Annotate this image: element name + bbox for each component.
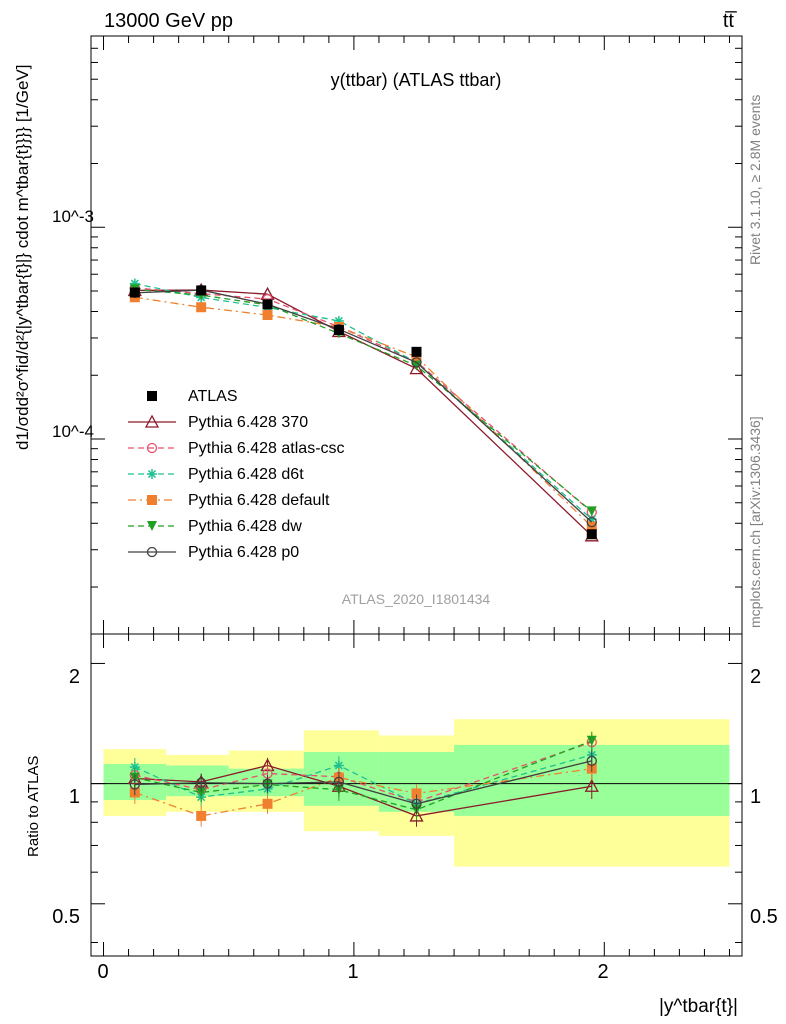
legend-symbol-0 <box>147 391 157 401</box>
rivet-label: Rivet 3.1.10, ≥ 2.8M events <box>747 95 763 265</box>
ratio-point-3 <box>196 810 207 821</box>
series-point-3 <box>262 310 273 321</box>
ratio-point-0 <box>409 808 424 822</box>
atlas-data-point <box>196 285 207 296</box>
ratio-point-5 <box>262 778 273 789</box>
series-point-4 <box>411 360 422 371</box>
series-point-0 <box>409 361 424 375</box>
legend-label-atlas-csc: Pythia 6.428 atlas-csc <box>188 440 345 457</box>
ratio-point-4 <box>586 735 597 746</box>
ratio-point-0 <box>584 778 599 792</box>
ratio-plot-frame <box>90 633 743 957</box>
legend-label-default: Pythia 6.428 default <box>188 492 330 509</box>
ratio-axes <box>91 634 742 956</box>
legend: ATLAS Pythia 6.428 370 Pythia 6.428 atla… <box>128 388 345 561</box>
legend-symbol-3-stroke <box>147 469 157 479</box>
legend-label-p0: Pythia 6.428 p0 <box>188 544 299 561</box>
legend-marker-p0 <box>128 546 176 558</box>
ratio-line-2 <box>134 754 592 805</box>
y-axis-label: d1/σdd²σ^fid/d²{|y^tbar{t}|} cdot m^tbar… <box>13 65 32 450</box>
legend-marker-atlas <box>147 391 157 401</box>
legend-label-370: Pythia 6.428 370 <box>188 414 308 431</box>
x-tick-2: 2 <box>597 961 608 983</box>
ratio-y-tick-1-right: 1 <box>750 786 761 808</box>
series-line-3 <box>134 296 593 528</box>
x-tick-1: 1 <box>347 961 358 983</box>
legend-marker-370 <box>128 414 176 428</box>
legend-marker-default <box>128 495 176 505</box>
x-tick-0: 0 <box>97 961 108 983</box>
legend-item-atlas-csc: Pythia 6.428 atlas-csc <box>128 440 345 457</box>
legend-label-d6t: Pythia 6.428 d6t <box>188 466 304 483</box>
atlas-data-point <box>411 346 422 357</box>
legend-item-default: Pythia 6.428 default <box>128 492 330 509</box>
ratio-line-3 <box>134 768 592 817</box>
analysis-watermark: ATLAS_2020_I1801434 <box>342 591 491 607</box>
legend-symbol-4 <box>147 495 157 505</box>
series-point-3 <box>196 302 207 313</box>
ratio-point-5 <box>411 798 422 809</box>
ratio-line-1 <box>134 741 592 803</box>
ratio-point-5 <box>586 755 597 767</box>
series-point-5 <box>586 516 597 528</box>
ratio-y-tick-05-right: 0.5 <box>750 906 778 928</box>
legend-item-d6t: Pythia 6.428 d6t <box>128 466 304 483</box>
legend-symbol-6 <box>146 546 158 558</box>
ratio-point-2-stroke <box>130 763 139 772</box>
legend-marker-atlas-csc <box>128 442 176 454</box>
ratio-line-4 <box>134 740 593 811</box>
series-point-3 <box>411 351 422 362</box>
plot-title: y(ttbar) (ATLAS ttbar) <box>331 70 502 90</box>
legend-item-atlas: ATLAS <box>147 388 238 405</box>
atlas-data-point <box>262 299 273 310</box>
atlas-data-point <box>129 287 140 298</box>
ratio-y-axis-label: Ratio to ATLAS <box>25 756 42 857</box>
legend-symbol-1 <box>144 414 160 428</box>
legend-item-370: Pythia 6.428 370 <box>128 414 308 431</box>
ratio-point-4 <box>196 787 207 798</box>
series-line-4 <box>134 288 593 512</box>
ratio-point-3 <box>262 798 273 809</box>
ratio-point-2 <box>333 760 344 771</box>
ratio-line-5 <box>134 760 592 805</box>
energy-label: 13000 GeV pp <box>104 10 233 32</box>
ratio-series <box>127 731 599 827</box>
main-series <box>127 278 599 542</box>
y-tick-label-1e-4: 10^-4 <box>52 422 94 441</box>
ratio-point-5 <box>129 779 140 790</box>
legend-marker-d6t <box>128 469 176 479</box>
process-label: tt̅ <box>723 10 737 32</box>
series-point-4 <box>586 506 597 517</box>
ratio-point-3 <box>411 788 422 799</box>
legend-label-atlas: ATLAS <box>188 388 238 405</box>
atlas-data-point <box>333 325 344 336</box>
series-line-1 <box>134 287 593 513</box>
y-tick-label-1e-3: 10^-3 <box>52 207 94 226</box>
ratio-y-tick-1-left: 1 <box>69 786 80 808</box>
legend-label-dw: Pythia 6.428 dw <box>188 518 302 535</box>
ratio-y-tick-2-right: 2 <box>750 666 761 688</box>
ratio-y-tick-05-left: 0.5 <box>52 906 80 928</box>
legend-item-dw: Pythia 6.428 dw <box>128 518 302 535</box>
series-point-5 <box>411 357 422 368</box>
main-axes <box>91 35 742 634</box>
ratio-point-5 <box>196 777 207 788</box>
legend-marker-dw <box>128 521 176 531</box>
ratio-point-2-stroke <box>334 761 343 770</box>
legend-item-p0: Pythia 6.428 p0 <box>128 544 299 561</box>
x-axis-label: |y^tbar{t}| <box>659 996 738 1017</box>
series-line-5 <box>134 289 593 523</box>
mcplots-label: mcplots.cern.ch [arXiv:1306.3436] <box>747 416 763 628</box>
ratio-y-tick-2-left: 2 <box>69 666 80 688</box>
legend-symbol-3 <box>147 469 157 479</box>
ratio-point-5 <box>333 776 345 788</box>
ratio-line-0 <box>134 764 592 817</box>
atlas-data-point <box>586 529 597 540</box>
legend-symbol-5 <box>147 521 157 531</box>
legend-symbol-2 <box>146 442 158 454</box>
